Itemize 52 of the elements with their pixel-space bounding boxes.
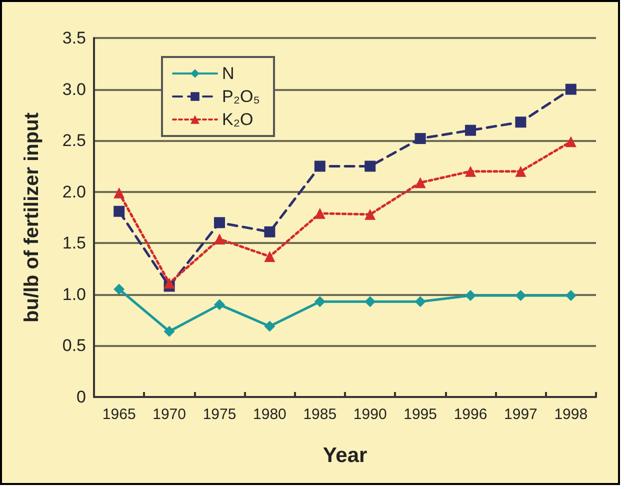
y-tick-label: 0 — [76, 388, 86, 406]
x-tick-label: 1990 — [353, 406, 387, 423]
point — [465, 166, 476, 177]
y-tick-label: 2.0 — [62, 182, 86, 202]
point — [264, 226, 276, 238]
point — [114, 284, 125, 295]
point — [565, 84, 576, 95]
legend-label: N — [222, 64, 234, 83]
point — [515, 290, 526, 301]
point — [364, 296, 376, 308]
y-tick-label: 2.5 — [62, 131, 86, 150]
point — [515, 166, 526, 177]
point — [264, 320, 276, 332]
x-tick-label: 1970 — [152, 406, 186, 423]
y-axis-title: bu/lb of fertilizer input — [21, 112, 43, 322]
point — [414, 177, 426, 188]
point — [314, 160, 326, 172]
point — [164, 278, 175, 289]
point — [264, 250, 276, 262]
point — [214, 234, 225, 245]
x-tick-label: 1995 — [404, 406, 437, 423]
y-tick-label: 1.5 — [62, 234, 86, 253]
point — [515, 116, 526, 128]
point — [164, 326, 175, 337]
y-tick-label: 3.0 — [62, 80, 86, 99]
point — [114, 206, 125, 217]
x-tick-label: 1996 — [454, 406, 488, 423]
point — [414, 133, 426, 144]
point — [314, 296, 326, 308]
point — [214, 299, 225, 310]
point — [214, 217, 225, 228]
x-tick-label: 1980 — [253, 406, 286, 423]
point — [364, 208, 376, 220]
x-tick-label: 1998 — [554, 406, 588, 423]
y-tick-label: 0.5 — [62, 336, 86, 356]
y-tick-label: 3.5 — [62, 28, 86, 48]
y-tick-label: 1.0 — [62, 284, 86, 304]
point — [565, 290, 576, 301]
point — [414, 296, 426, 308]
point — [114, 187, 125, 198]
x-tick-label: 1975 — [202, 406, 236, 423]
legend-label: K₂O — [222, 110, 254, 129]
point — [465, 290, 476, 301]
point — [465, 124, 476, 136]
x-tick-label: 1997 — [504, 406, 538, 423]
x-tick-label: 1985 — [303, 406, 337, 423]
x-axis-title: Year — [322, 444, 368, 467]
point — [364, 160, 376, 172]
point — [314, 208, 326, 219]
x-tick-label: 1965 — [102, 406, 136, 423]
legend-label: P₂O₅ — [222, 87, 260, 106]
point — [565, 136, 576, 148]
